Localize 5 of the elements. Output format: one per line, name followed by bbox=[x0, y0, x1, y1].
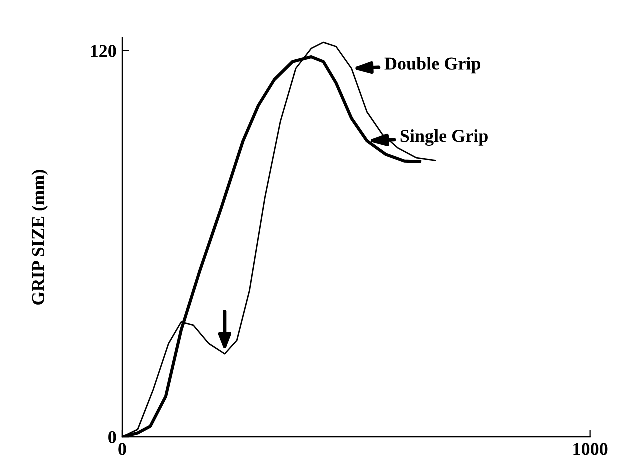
legend-label: Double Grip bbox=[384, 57, 481, 74]
x-tick-label: 1000 bbox=[574, 443, 608, 456]
legend-label: Single Grip bbox=[400, 130, 488, 146]
y-axis-title: GRIP SIZE (mm) bbox=[32, 170, 48, 305]
y-tick-label: 120 bbox=[91, 45, 116, 58]
